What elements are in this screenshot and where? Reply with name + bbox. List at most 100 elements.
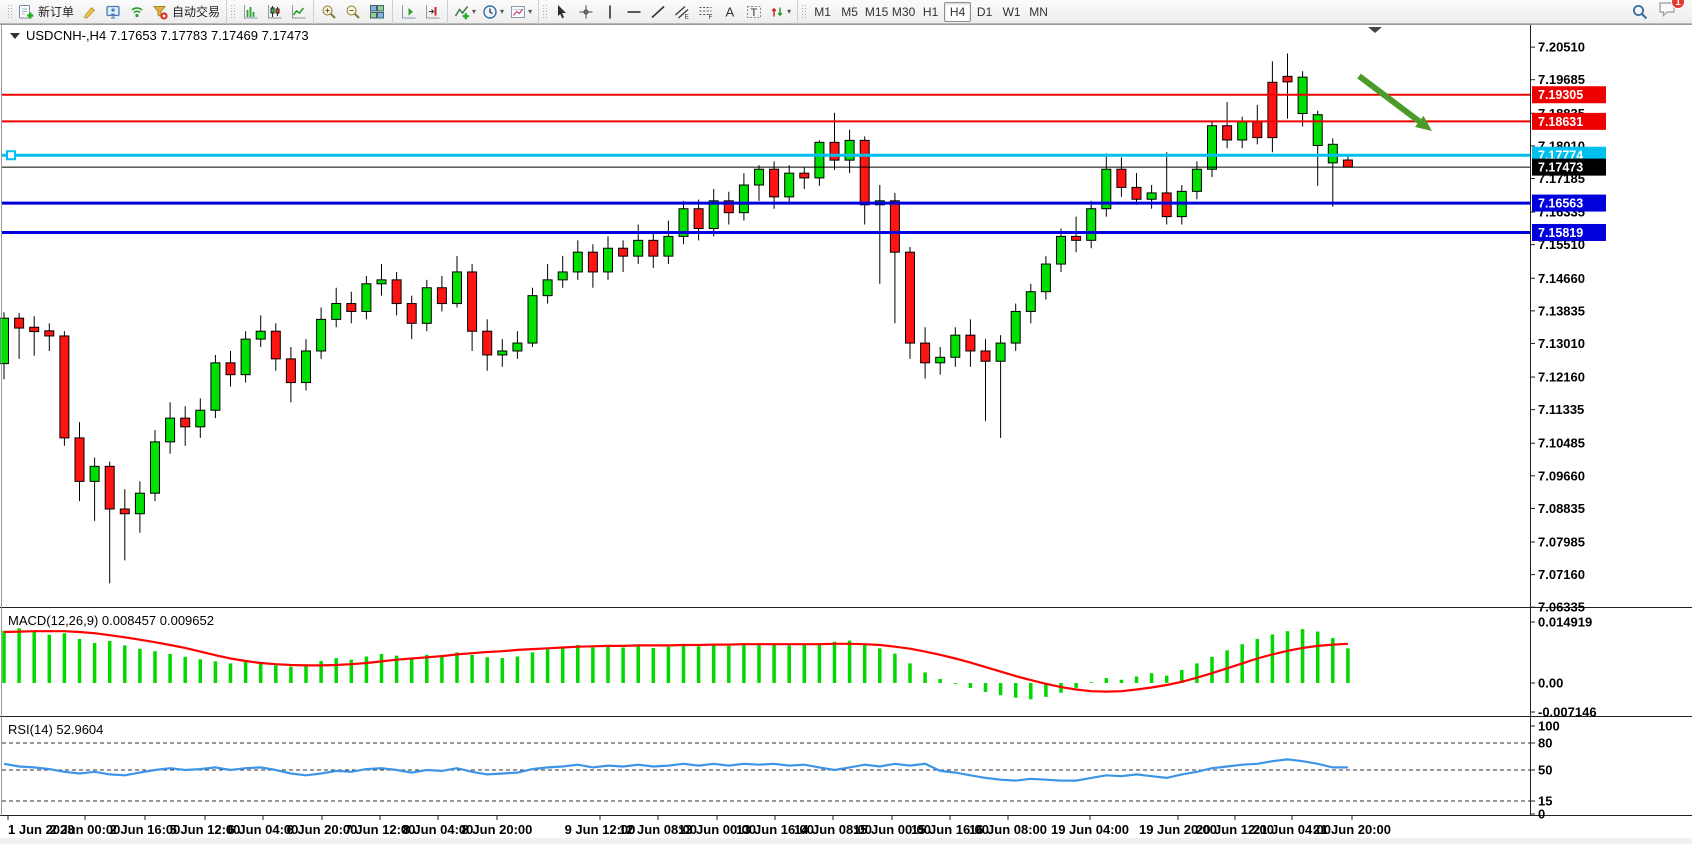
timeframe-button-m5[interactable]: M5 <box>841 4 858 19</box>
candle[interactable] <box>1071 235 1082 241</box>
candle[interactable] <box>270 330 281 360</box>
candle[interactable] <box>1101 168 1112 210</box>
candle[interactable] <box>44 330 55 337</box>
candle[interactable] <box>104 465 115 510</box>
candle[interactable] <box>1146 192 1157 200</box>
candle[interactable] <box>920 342 931 364</box>
candle[interactable] <box>497 350 508 356</box>
candle[interactable] <box>769 168 780 198</box>
candle[interactable] <box>331 303 342 320</box>
templates-button[interactable]: ▾ <box>507 1 535 22</box>
candle[interactable] <box>482 330 493 356</box>
candle[interactable] <box>452 271 462 305</box>
candle[interactable] <box>889 200 900 253</box>
candle[interactable] <box>587 251 598 273</box>
candle[interactable] <box>1161 192 1172 218</box>
symbol-dropdown-icon[interactable] <box>10 33 20 39</box>
timeframe-button-m15[interactable]: M15 <box>864 4 889 19</box>
candle[interactable] <box>165 417 176 443</box>
candle[interactable] <box>995 342 1006 362</box>
candle[interactable] <box>1252 121 1263 139</box>
chart-shift-button[interactable] <box>396 1 420 22</box>
text-button[interactable]: A <box>718 1 742 22</box>
candle[interactable] <box>799 172 810 179</box>
candle[interactable] <box>1327 143 1338 164</box>
candle[interactable] <box>1222 125 1233 141</box>
candle[interactable] <box>950 334 961 358</box>
candle[interactable] <box>678 208 689 237</box>
fibonacci-button[interactable]: F <box>694 1 718 22</box>
candle[interactable] <box>436 287 447 305</box>
zoom-out-button[interactable] <box>341 1 365 22</box>
timeframe-button-h4[interactable]: H4 <box>944 1 972 22</box>
candle[interactable] <box>965 334 976 352</box>
candle[interactable] <box>119 508 130 515</box>
candle[interactable] <box>255 330 266 340</box>
candle[interactable] <box>708 200 719 229</box>
text-label-button[interactable]: T <box>742 1 766 22</box>
candle[interactable] <box>980 350 991 362</box>
candle[interactable] <box>180 417 191 428</box>
crayon-button[interactable] <box>77 1 101 22</box>
timeframe-button-h1[interactable]: H1 <box>922 4 939 19</box>
candle[interactable] <box>844 139 855 161</box>
candle[interactable] <box>1312 114 1323 147</box>
candle[interactable] <box>29 326 40 333</box>
periods-button[interactable]: ▾ <box>479 1 507 22</box>
candle[interactable] <box>346 303 357 312</box>
line-handle[interactable] <box>6 150 16 161</box>
candle[interactable] <box>512 342 523 352</box>
timeframe-button-m30[interactable]: M30 <box>891 4 916 19</box>
timeframe-button-w1[interactable]: W1 <box>1002 4 1021 19</box>
candle[interactable] <box>0 317 9 365</box>
candle[interactable] <box>1056 235 1066 265</box>
chat-button[interactable]: 1 <box>1658 0 1685 23</box>
candle[interactable] <box>240 338 251 376</box>
candle[interactable] <box>89 465 100 482</box>
candle[interactable] <box>406 303 417 324</box>
candle[interactable] <box>633 239 644 257</box>
candle[interactable] <box>1342 159 1353 168</box>
crosshair-button[interactable] <box>574 1 598 22</box>
search-button[interactable] <box>1628 1 1652 22</box>
trendline-button[interactable] <box>646 1 670 22</box>
line-chart-button[interactable] <box>286 1 310 22</box>
candle[interactable] <box>784 172 795 198</box>
annotation-arrow[interactable] <box>1357 73 1422 124</box>
arrows-button[interactable]: ▾ <box>766 1 794 22</box>
candle[interactable] <box>225 362 236 376</box>
candle[interactable] <box>1267 81 1278 139</box>
candle[interactable] <box>723 200 734 214</box>
candle[interactable] <box>210 362 221 411</box>
candle[interactable] <box>1025 291 1036 312</box>
candle[interactable] <box>648 239 659 257</box>
bar-chart-button[interactable] <box>238 1 262 22</box>
indicators-button[interactable]: ▾ <box>451 1 479 22</box>
community-button[interactable] <box>101 1 125 22</box>
candle[interactable] <box>361 283 372 312</box>
candle[interactable] <box>905 251 915 344</box>
signals-button[interactable] <box>125 1 149 22</box>
candle[interactable] <box>1131 186 1142 200</box>
timeframe-button-m1[interactable]: M1 <box>814 4 831 19</box>
candle[interactable] <box>1282 75 1293 83</box>
cursor-button[interactable] <box>550 1 574 22</box>
candle[interactable] <box>572 251 583 273</box>
horizontal-lines[interactable] <box>2 93 1530 234</box>
candle[interactable] <box>134 492 145 515</box>
horizontal-line-button[interactable] <box>622 1 646 22</box>
candle[interactable] <box>603 247 613 273</box>
candle[interactable] <box>1040 263 1051 293</box>
candle[interactable] <box>814 141 825 179</box>
candle[interactable] <box>859 139 870 206</box>
candle[interactable] <box>829 141 840 161</box>
candle[interactable] <box>935 356 946 364</box>
candle[interactable] <box>527 295 538 344</box>
candle[interactable] <box>195 409 206 428</box>
candle[interactable] <box>693 208 704 229</box>
candle[interactable] <box>376 279 387 285</box>
candlestick-series[interactable] <box>0 53 1353 584</box>
rsi-pane[interactable]: RSI(14) 52.9604 100 80 50 150 <box>2 719 1560 822</box>
new-order-button[interactable]: 新订单 <box>15 1 77 22</box>
